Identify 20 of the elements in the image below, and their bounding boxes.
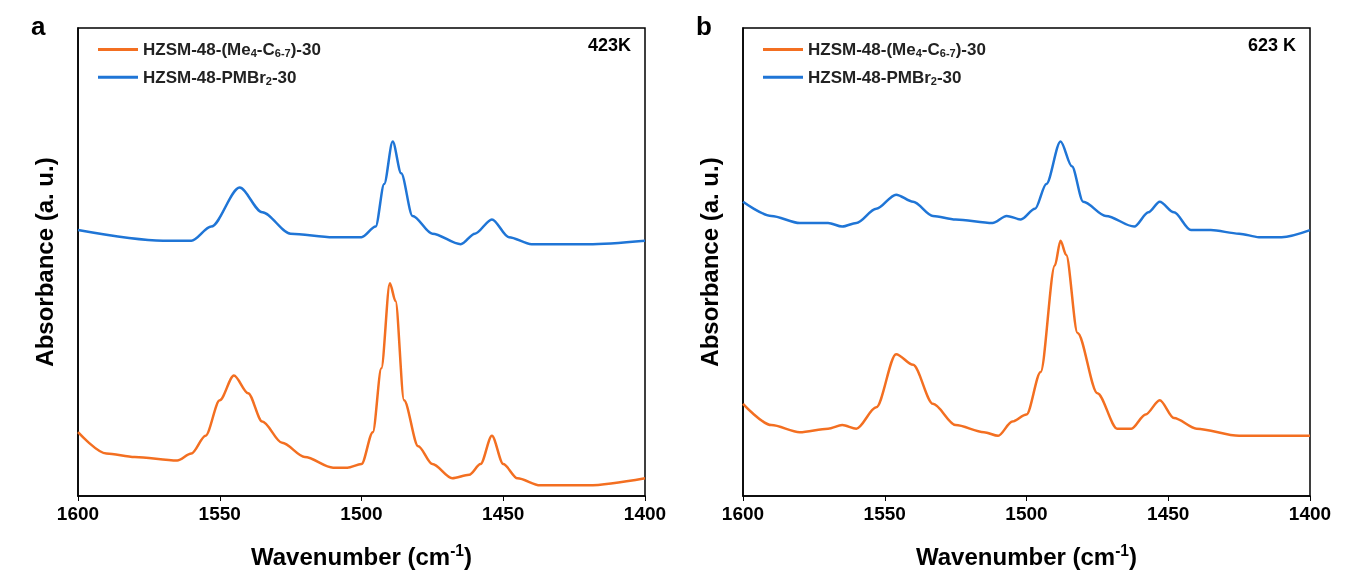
x-tick-label: 1450 bbox=[1147, 503, 1190, 524]
text: 623 K bbox=[1247, 35, 1297, 55]
x-tick-label: 1450 bbox=[482, 503, 525, 524]
legend-label: HZSM-48-PMBr2-30 bbox=[808, 67, 962, 88]
x-tick-label: 1550 bbox=[863, 503, 906, 524]
x-tick-label: 1600 bbox=[721, 503, 765, 524]
x-tick-label: 1600 bbox=[56, 503, 100, 524]
chart-title: b bbox=[696, 11, 712, 41]
legend-label: HZSM-48-(Me4-C6-7)-30 bbox=[143, 40, 321, 60]
y-axis-title: Absorbance (a. u.) bbox=[695, 157, 723, 367]
legend-label: HZSM-48-(Me4-C6-7)-30 bbox=[808, 40, 986, 60]
x-tick-label: 1400 bbox=[623, 503, 667, 524]
x-tick-label: 1500 bbox=[340, 503, 383, 524]
x-tick-label: 1550 bbox=[198, 503, 241, 524]
legend-label: HZSM-48-PMBr2-30 bbox=[143, 67, 297, 88]
x-tick-label: 1400 bbox=[1288, 503, 1332, 524]
text: 423K bbox=[587, 35, 631, 55]
y-axis-title: Absorbance (a. u.) bbox=[30, 157, 58, 367]
x-tick-label: 1500 bbox=[1005, 503, 1048, 524]
chart-title: a bbox=[31, 11, 46, 41]
